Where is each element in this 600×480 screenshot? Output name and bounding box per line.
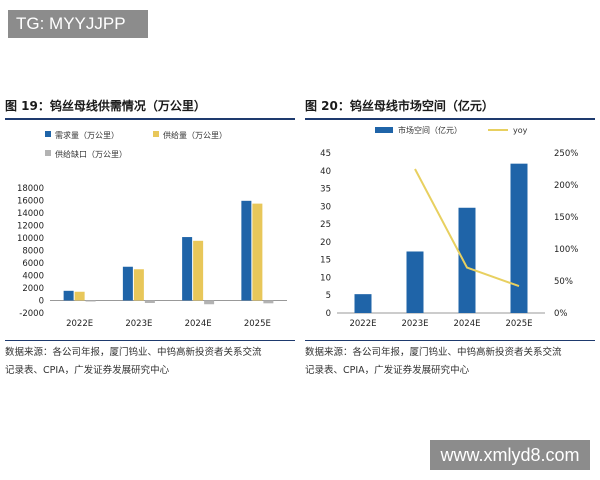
x-tick-label: 2024E: [185, 319, 212, 329]
market-size-chart: 市场空间（亿元） yoy 0 5 10 15 20 25 30 35 40 45 0% 50% 100% 15…: [320, 125, 578, 329]
bar-1-2022E: [63, 290, 74, 301]
y-tick-label: 14000: [17, 209, 44, 219]
legend-swatch-3: [45, 150, 51, 156]
figure-20-source-line-2: 记录表、CPIA，广发证券发展研究中心: [305, 365, 470, 376]
legend-swatch-market-size: [375, 127, 393, 133]
y2-tick-label: 0%: [554, 309, 568, 319]
y2-tick-label: 200%: [554, 181, 578, 191]
x-tick-label: 2022E: [66, 319, 93, 329]
y2-tick-label: 100%: [554, 245, 578, 255]
y-tick-label: 45: [320, 149, 331, 159]
supply-demand-chart: 需求量（万公里） 供给量（万公里） 供给缺口（万公里） -2000 0 2000 4000 6…: [17, 130, 287, 329]
bar-2-2024E: [193, 240, 204, 301]
figure-19-bottom-rule: [5, 340, 295, 341]
figure-20-panel: 图 20：钨丝母线市场空间（亿元） 市场空间（亿元） yoy 0 5 10 15 20 25 3…: [305, 96, 595, 386]
bar-market-size-2023E: [406, 251, 424, 313]
y-tick-label: -2000: [19, 309, 44, 319]
x-tick-label: 2025E: [505, 319, 532, 329]
y-tick-label: 16000: [17, 197, 44, 207]
bar-2-2022E: [74, 291, 85, 301]
x-tick-label: 2023E: [401, 319, 428, 329]
y-tick-label: 20: [320, 238, 331, 248]
figure-20-title: 图 20：钨丝母线市场空间（亿元）: [305, 99, 494, 113]
legend-label-yoy: yoy: [513, 126, 528, 135]
y-tick-label: 18000: [17, 184, 44, 194]
y2-tick-label: 150%: [554, 213, 578, 223]
x-tick-label: 2024E: [453, 319, 480, 329]
x-tick-label: 2023E: [125, 319, 152, 329]
figure-20-top-rule: [305, 118, 595, 120]
y-tick-label: 8000: [22, 247, 44, 257]
bar-3-2024E: [204, 300, 215, 305]
figure-19-top-rule: [5, 118, 295, 120]
bar-market-size-2025E: [510, 163, 528, 313]
y-tick-label: 0: [39, 297, 44, 307]
y-tick-label: 12000: [17, 222, 44, 232]
bar-1-2025E: [241, 200, 252, 301]
bar-1-2024E: [182, 237, 193, 301]
legend-swatch-2: [153, 131, 159, 137]
y-tick-label: 6000: [22, 259, 44, 269]
figure-19-title: 图 19：钨丝母线供需情况（万公里）: [5, 99, 206, 113]
bar-3-2023E: [144, 300, 155, 303]
y-tick-label: 10: [320, 273, 331, 283]
legend-swatch-1: [45, 131, 51, 137]
bar-2-2023E: [133, 269, 144, 301]
watermark-bottom: www.xmlyd8.com: [430, 440, 590, 470]
legend-label-2: 供给量（万公里）: [163, 130, 227, 140]
x-tick-label: 2022E: [349, 319, 376, 329]
bar-3-2022E: [85, 300, 96, 302]
y2-tick-label: 50%: [554, 277, 573, 287]
x-tick-label: 2025E: [244, 319, 271, 329]
legend-label-1: 需求量（万公里）: [55, 130, 119, 140]
yoy-line: [414, 168, 520, 288]
bar-1-2023E: [122, 266, 133, 301]
y-tick-label: 2000: [22, 284, 44, 294]
y-tick-label: 35: [320, 185, 331, 195]
figure-19-source-line-2: 记录表、CPIA，广发证券发展研究中心: [5, 365, 170, 376]
watermark-top: TG: MYYJJPP: [8, 10, 148, 38]
legend-label-3: 供给缺口（万公里）: [55, 149, 127, 159]
y-tick-label: 15: [320, 256, 331, 266]
y-tick-label: 25: [320, 220, 331, 230]
bar-market-size-2024E: [458, 207, 476, 313]
y-tick-label: 5: [326, 291, 331, 301]
y-tick-label: 40: [320, 167, 331, 177]
y-tick-label: 4000: [22, 272, 44, 282]
figure-19-source-line-1: 数据来源：各公司年报，厦门钨业、中钨高新投资者关系交流: [5, 347, 262, 358]
figure-20-source-line-1: 数据来源：各公司年报，厦门钨业、中钨高新投资者关系交流: [305, 347, 562, 358]
y-tick-label: 0: [326, 309, 331, 319]
figure-20-bottom-rule: [305, 340, 595, 341]
bar-2-2025E: [252, 203, 263, 301]
y-tick-label: 10000: [17, 234, 44, 244]
legend-label-market-size: 市场空间（亿元）: [398, 125, 462, 135]
y2-tick-label: 250%: [554, 149, 578, 159]
bar-3-2025E: [263, 300, 274, 304]
bar-market-size-2022E: [354, 294, 372, 313]
figure-19-panel: 图 19：钨丝母线供需情况（万公里） 需求量（万公里） 供给量（万公里） 供给缺口（…: [5, 96, 295, 386]
y-tick-label: 30: [320, 202, 331, 212]
